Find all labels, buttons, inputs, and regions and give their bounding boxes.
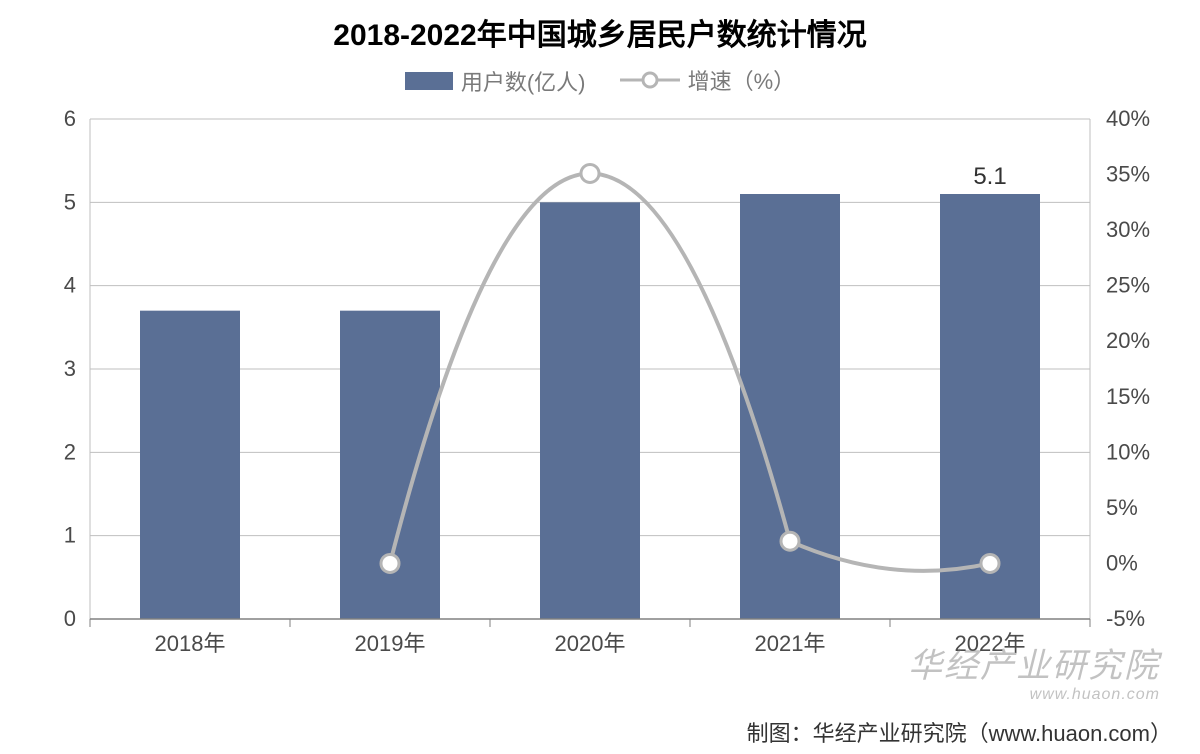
svg-text:5%: 5% <box>1106 495 1138 520</box>
growth-line <box>390 173 990 570</box>
bar <box>140 311 240 619</box>
svg-text:-5%: -5% <box>1106 606 1145 631</box>
svg-text:5: 5 <box>64 189 76 214</box>
legend-label-bar: 用户数(亿人) <box>461 65 586 97</box>
svg-text:6: 6 <box>64 109 76 131</box>
svg-text:3: 3 <box>64 356 76 381</box>
plot-svg: 0 1 2 3 4 5 6 -5% 0% 5% 10% 15% 20% 25% 30% 35% 40% 5.1 20… <box>20 109 1180 669</box>
svg-text:2019年: 2019年 <box>355 631 426 656</box>
svg-text:40%: 40% <box>1106 109 1150 131</box>
line-marker <box>381 554 399 572</box>
svg-text:1: 1 <box>64 523 76 548</box>
footer-credit: 制图：华经产业研究院（www.huaon.com） <box>747 716 1172 748</box>
chart-container: 2018-2022年中国城乡居民户数统计情况 用户数(亿人) 增速（%） 0 1 2… <box>20 10 1180 720</box>
legend-item-line: 增速（%） <box>620 64 796 96</box>
svg-text:0: 0 <box>64 606 76 631</box>
svg-text:2020年: 2020年 <box>555 631 626 656</box>
svg-text:0%: 0% <box>1106 550 1138 575</box>
svg-text:2018年: 2018年 <box>155 631 226 656</box>
svg-text:5.1: 5.1 <box>973 163 1006 190</box>
svg-text:2022年: 2022年 <box>955 631 1026 656</box>
line-marker <box>581 164 599 182</box>
plot-area: 0 1 2 3 4 5 6 -5% 0% 5% 10% 15% 20% 25% 30% 35% 40% 5.1 20… <box>20 109 1180 669</box>
svg-text:20%: 20% <box>1106 328 1150 353</box>
chart-legend: 用户数(亿人) 增速（%） <box>20 64 1180 97</box>
legend-swatch-bar <box>405 72 453 90</box>
svg-text:15%: 15% <box>1106 384 1150 409</box>
legend-item-bar: 用户数(亿人) <box>405 65 586 97</box>
svg-text:25%: 25% <box>1106 273 1150 298</box>
legend-label-line: 增速（%） <box>688 64 796 96</box>
chart-title: 2018-2022年中国城乡居民户数统计情况 <box>20 10 1180 54</box>
svg-text:35%: 35% <box>1106 162 1150 187</box>
legend-swatch-line <box>620 70 680 90</box>
svg-text:10%: 10% <box>1106 439 1150 464</box>
line-marker <box>781 532 799 550</box>
svg-text:30%: 30% <box>1106 217 1150 242</box>
bar <box>540 202 640 619</box>
svg-text:2: 2 <box>64 439 76 464</box>
line-marker <box>981 554 999 572</box>
svg-text:2021年: 2021年 <box>755 631 826 656</box>
svg-text:4: 4 <box>64 273 76 298</box>
